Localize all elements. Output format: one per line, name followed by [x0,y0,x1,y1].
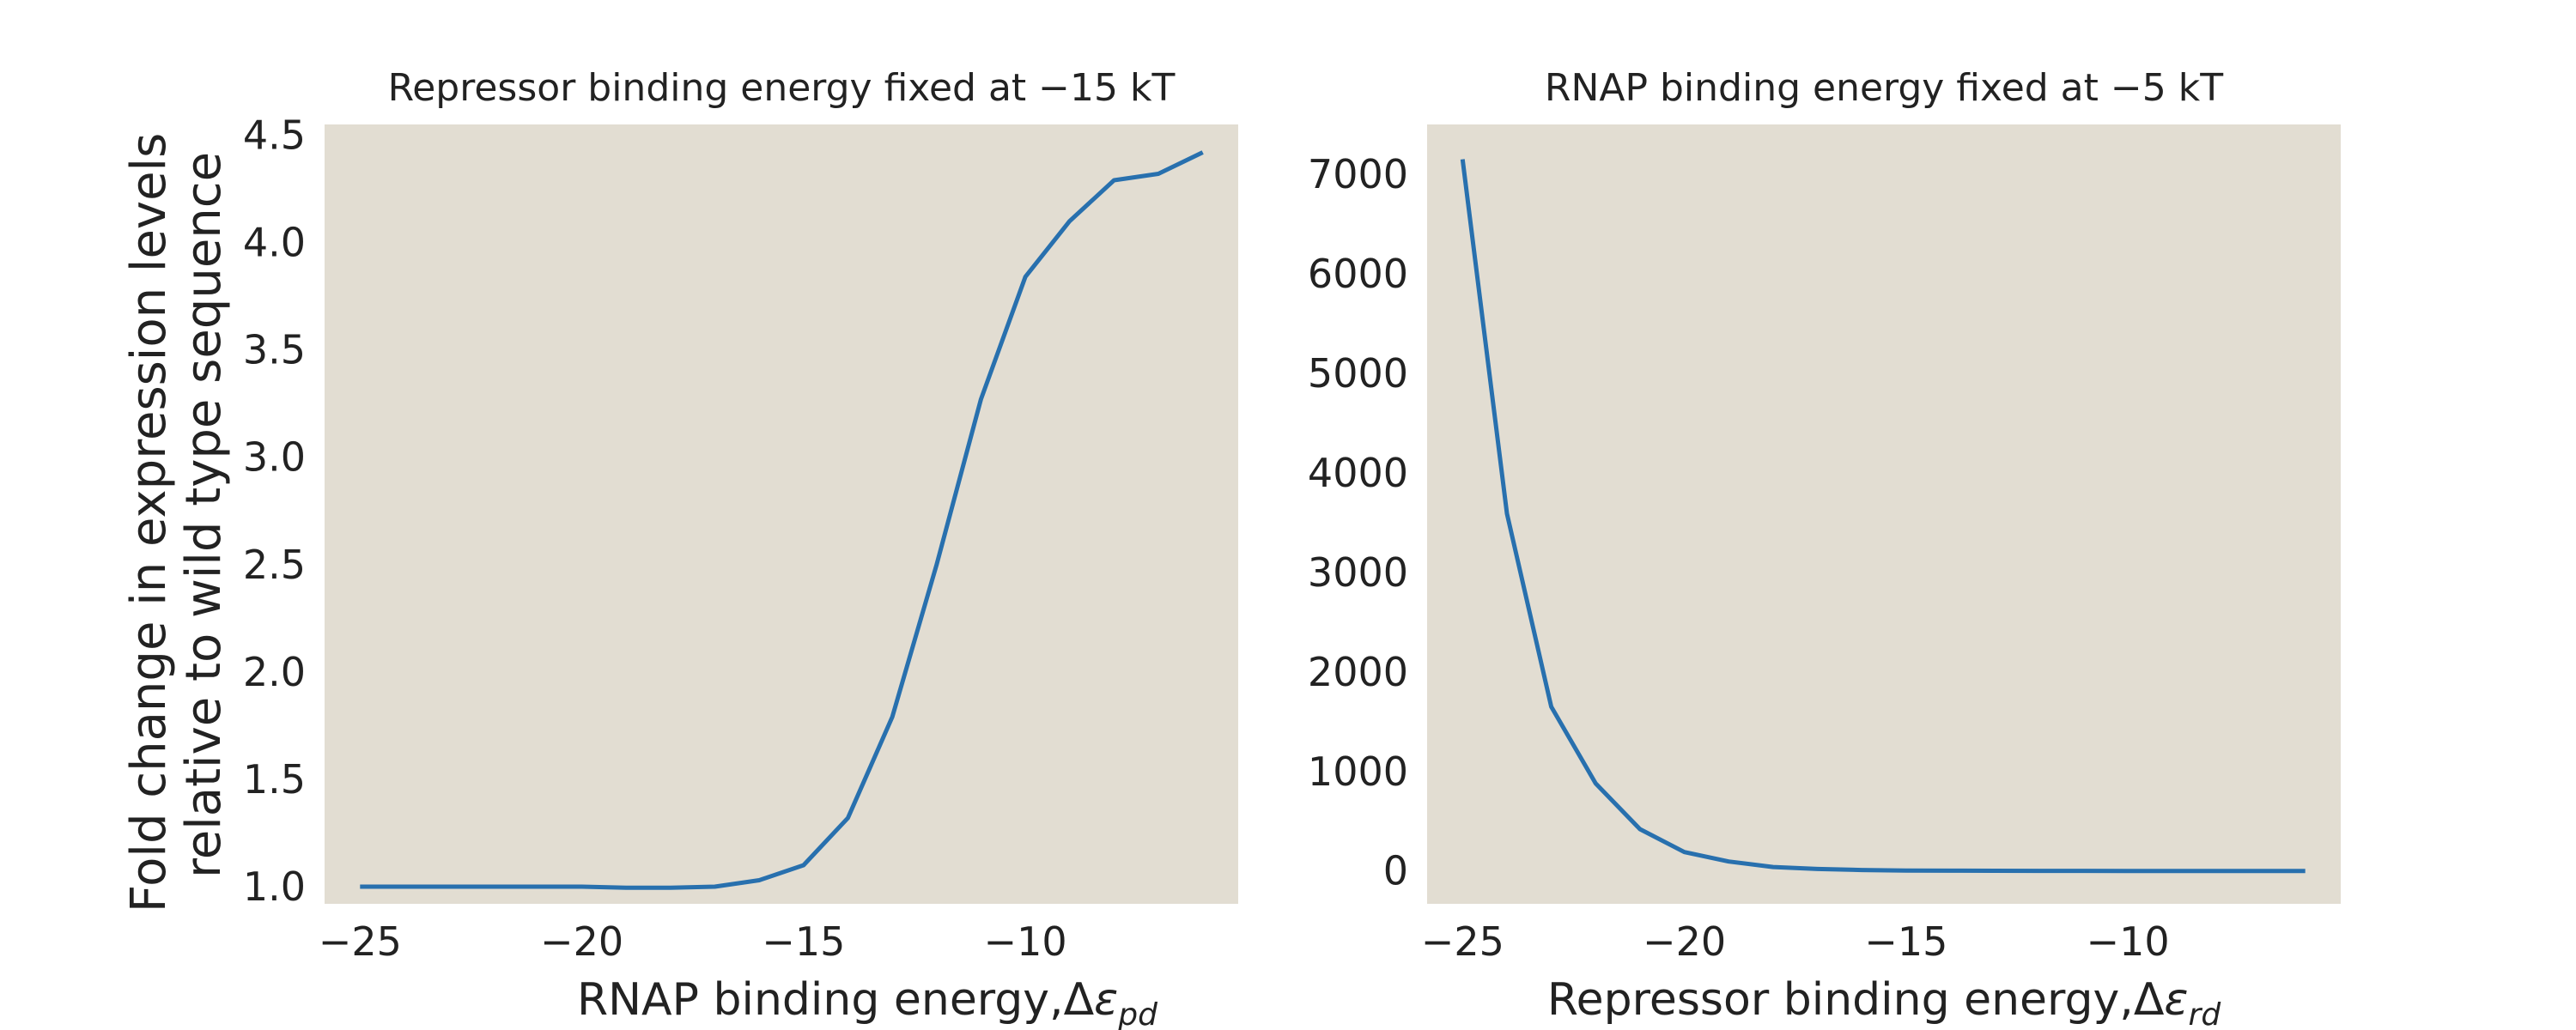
x-tick-label-right: −15 [1864,918,1947,965]
series-line-right [1460,159,2306,874]
y-tick-label-left: 1.5 [243,756,306,803]
y-axis-label-line-1: Fold change in expression levels [121,133,177,912]
x-axis-label-left-subscript: pd [1117,997,1158,1030]
y-tick-label-left: 2.0 [243,649,306,695]
x-axis-label-left-symbol: ε [1094,974,1118,1026]
y-ticks-left: 1.0 1.5 2.0 2.5 3.0 3.5 4.0 4.5 [243,112,306,910]
x-axis-label-left: RNAP binding energy,Δεpd [577,974,1158,1030]
x-tick-label-left: −10 [984,918,1067,965]
y-tick-label-right: 1000 [1308,748,1408,795]
y-ticks-right: 0 1000 2000 3000 4000 5000 6000 7000 [1308,151,1408,894]
chart-title-right: RNAP binding energy fixed at −5 kT [1545,66,2223,110]
y-tick-label-left: 4.5 [243,112,306,159]
x-tick-label-right: −10 [2087,918,2170,965]
x-tick-label-left: −20 [540,918,623,965]
plot-area-left [325,124,1238,904]
y-axis-label-line-2: relative to wild type sequence [176,152,232,878]
chart-left: Repressor binding energy fixed at −15 kT… [121,66,1238,1030]
x-ticks-right: −25 −20 −15 −10 [1421,918,2170,965]
x-axis-label-right-symbol: ε [2164,974,2188,1026]
x-tick-label-left: −25 [319,918,402,965]
y-tick-label-right: 5000 [1308,350,1408,397]
series-line-left [360,150,1204,890]
y-tick-label-left: 3.0 [243,434,306,481]
y-tick-label-right: 7000 [1308,151,1408,197]
x-tick-label-right: −20 [1643,918,1726,965]
x-axis-label-right: Repressor binding energy,Δεrd [1547,974,2222,1030]
y-axis-label: Fold change in expression levels relativ… [121,118,232,912]
y-tick-label-left: 2.5 [243,542,306,588]
x-ticks-left: −25 −20 −15 −10 [319,918,1067,965]
y-tick-label-right: 0 [1383,848,1408,894]
y-tick-label-left: 3.5 [243,327,306,373]
plot-area-right [1427,124,2341,904]
chart-title-left: Repressor binding energy fixed at −15 kT [388,66,1176,110]
y-tick-label-right: 4000 [1308,450,1408,496]
x-axis-label-right-subscript: rd [2189,997,2222,1030]
x-tick-label-right: −25 [1421,918,1504,965]
x-axis-label-left-prefix: RNAP binding energy,Δ [577,974,1095,1026]
y-tick-label-right: 3000 [1308,549,1408,596]
y-tick-label-left: 4.0 [243,220,306,266]
y-tick-label-left: 1.0 [243,863,306,910]
x-tick-label-left: −15 [762,918,845,965]
y-tick-label-right: 2000 [1308,649,1408,695]
chart-right: RNAP binding energy fixed at −5 kT −25 −2… [1308,66,2341,1030]
x-axis-label-right-prefix: Repressor binding energy,Δ [1547,974,2165,1026]
y-tick-label-right: 6000 [1308,251,1408,297]
